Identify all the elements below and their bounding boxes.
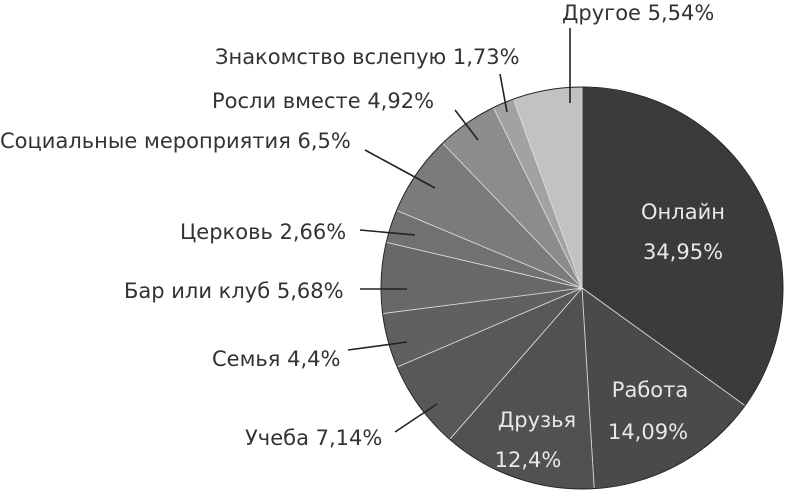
leader-line-0 bbox=[394, 403, 438, 433]
label-friends-value: 12,4% bbox=[494, 448, 562, 472]
label-online-value: 34,95% bbox=[642, 240, 724, 264]
label-study: Учеба 7,14% bbox=[245, 426, 383, 450]
pie-outline bbox=[380, 86, 784, 490]
label-friends-name: Друзья bbox=[497, 408, 577, 432]
label-grew-up: Росли вместе 4,92% bbox=[212, 89, 435, 113]
leader-line-4 bbox=[364, 149, 436, 189]
label-online-name: Онлайн bbox=[641, 200, 725, 224]
label-work-value: 14,09% bbox=[607, 420, 689, 444]
label-church: Церковь 2,66% bbox=[180, 220, 347, 244]
leader-line-5 bbox=[454, 109, 479, 141]
label-bar: Бар или клуб 5,68% bbox=[124, 279, 344, 303]
label-family: Семья 4,4% bbox=[212, 347, 341, 371]
leader-line-3 bbox=[359, 229, 416, 236]
leader-line-6 bbox=[499, 73, 508, 113]
label-other: Другое 5,54% bbox=[562, 1, 715, 25]
label-social: Социальные мероприятия 6,5% bbox=[0, 129, 351, 153]
label-work-name: Работа bbox=[611, 378, 689, 402]
label-blind-date: Знакомство вслепую 1,73% bbox=[215, 45, 520, 69]
leader-line-1 bbox=[347, 341, 408, 351]
